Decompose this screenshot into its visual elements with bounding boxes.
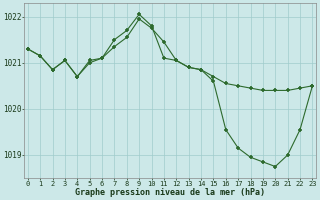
X-axis label: Graphe pression niveau de la mer (hPa): Graphe pression niveau de la mer (hPa) [75,188,265,197]
